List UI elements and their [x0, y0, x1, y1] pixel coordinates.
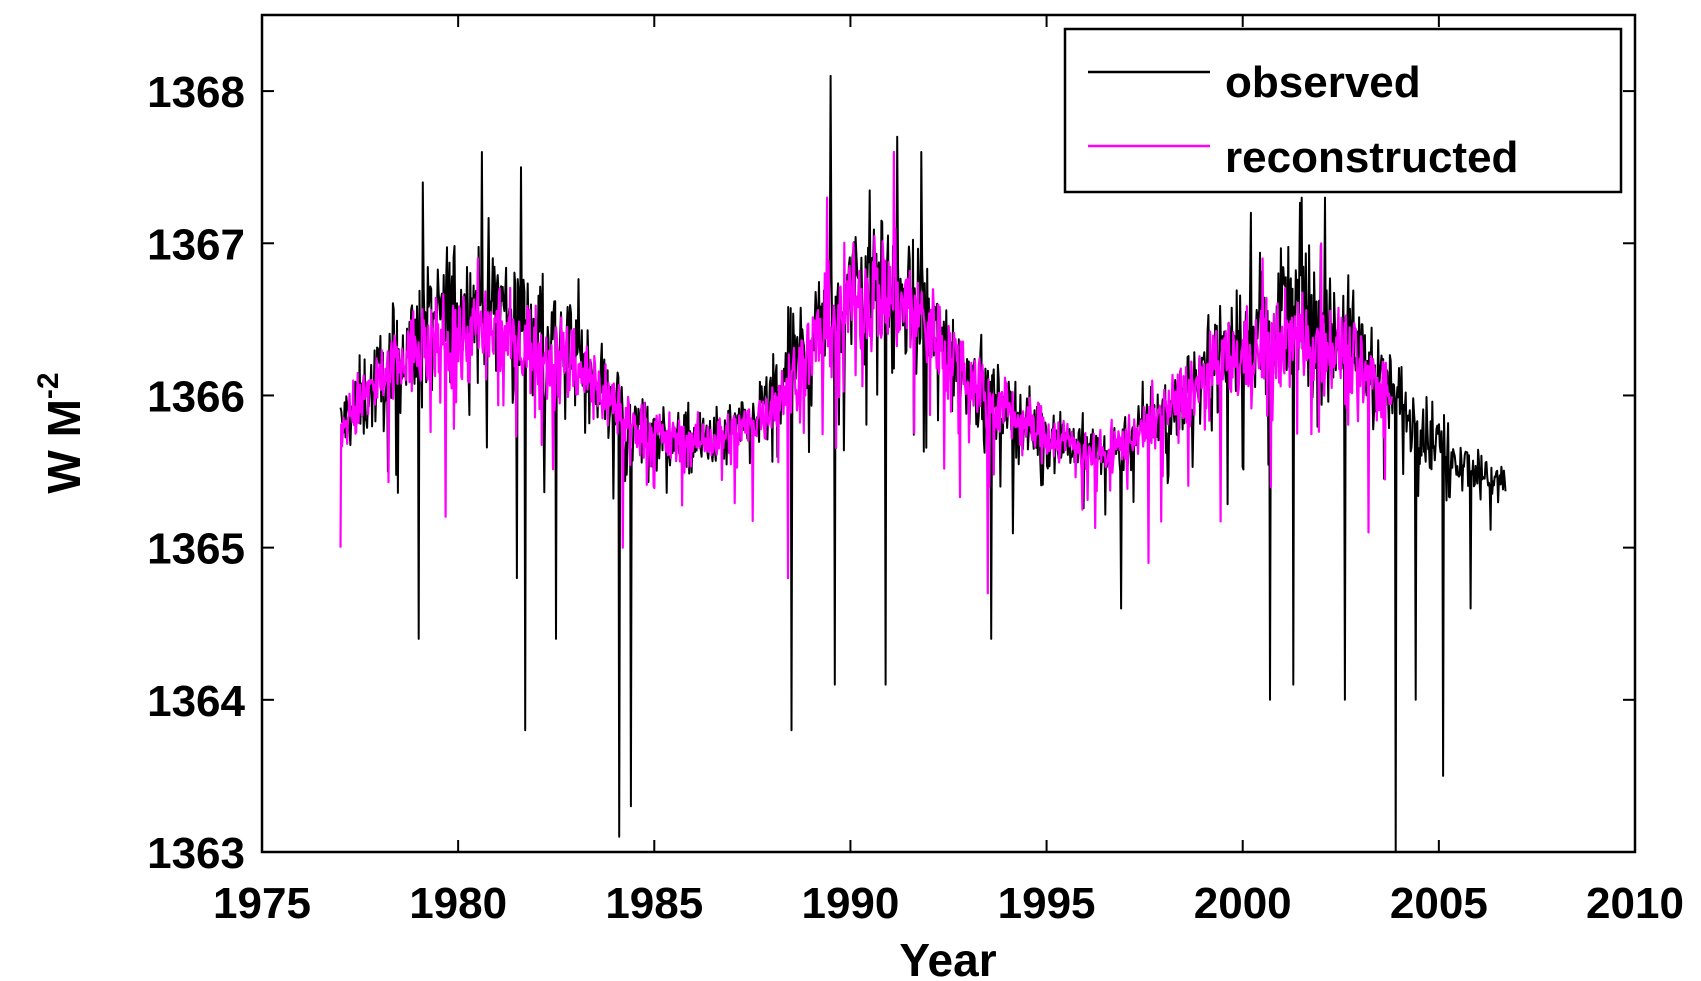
y-tick-labels: 1363 1364 1365 1366 1367 1368 — [147, 68, 245, 878]
legend: observed reconstructed — [1063, 27, 1623, 194]
ticks-layer — [261, 15, 1636, 853]
legend-label-reconstructed: reconstructed — [1225, 133, 1518, 182]
plot-frame — [260, 13, 1637, 854]
y-tick-label: 1367 — [147, 220, 245, 269]
x-tick-label: 1990 — [801, 879, 899, 928]
x-tick-label: 2010 — [1586, 879, 1684, 928]
svg-text:W M-2: W M-2 — [32, 372, 90, 493]
y-tick-label: 1365 — [147, 525, 245, 574]
legend-box — [1063, 27, 1623, 194]
x-tick-label: 1995 — [998, 879, 1096, 928]
y-tick-label: 1368 — [147, 68, 245, 117]
series-layer — [339, 74, 1507, 853]
x-tick-labels: 1975 1980 1985 1990 1995 2000 2005 2010 — [213, 879, 1684, 928]
x-tick-label: 2000 — [1194, 879, 1292, 928]
x-tick-label: 1980 — [409, 879, 507, 928]
series-line-reconstructed — [339, 150, 1393, 595]
x-axis-title: Year — [899, 934, 996, 981]
y-axis-title-group: W M-2 — [32, 372, 90, 493]
y-axis-title: W M — [38, 399, 90, 494]
x-tick-label: 2005 — [1390, 879, 1488, 928]
y-tick-label: 1366 — [147, 372, 245, 421]
y-tick-label: 1363 — [147, 829, 245, 878]
legend-label-observed: observed — [1225, 58, 1421, 107]
y-axis-title-superscript: -2 — [32, 372, 65, 399]
x-tick-label: 1985 — [605, 879, 703, 928]
y-tick-label: 1364 — [147, 677, 245, 726]
x-tick-label: 1975 — [213, 879, 311, 928]
series-reconstructed — [339, 150, 1393, 595]
